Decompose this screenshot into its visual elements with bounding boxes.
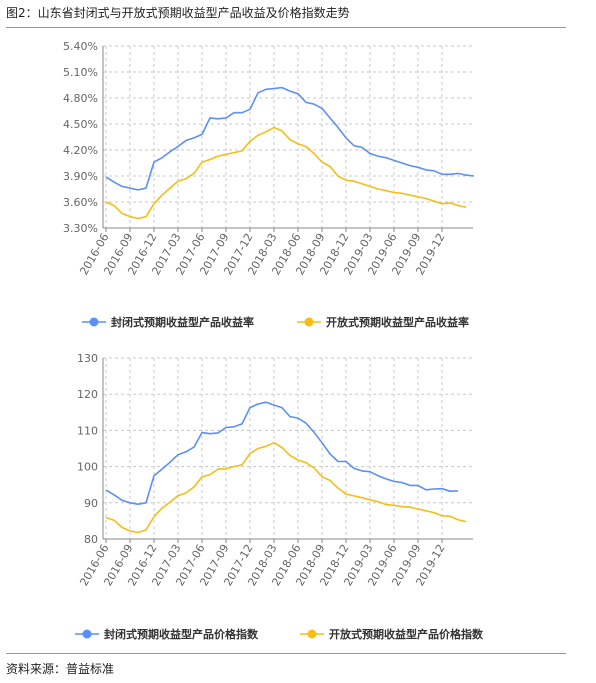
y-tick-label: 80: [84, 533, 98, 546]
yield-line-chart: 3.30% 3.60% 3.90% 4.20% 4.50% 4.80% 5.10% 5.40%…: [63, 40, 475, 329]
series-line-open: [105, 441, 467, 534]
y-tick-label: 4.80%: [63, 92, 98, 105]
y-tick-label: 5.40%: [63, 40, 98, 53]
y-tick-label: 120: [77, 388, 98, 401]
y-tick-label: 130: [77, 352, 98, 365]
legend-label: 开放式预期收益型产品收益率: [326, 315, 469, 329]
price-index-line-chart: 80901001101201302016-062016-092016-12201…: [75, 352, 484, 641]
source-note: 资料来源：普益标准: [6, 662, 115, 676]
y-tick-label: 4.50%: [63, 118, 98, 131]
legend-label: 开放式预期收益型产品价格指数: [329, 627, 484, 641]
y-tick-label: 3.90%: [63, 170, 98, 183]
y-tick-label: 4.20%: [63, 144, 98, 157]
legend-marker: [307, 629, 317, 639]
figure-title: 图2：山东省封闭式与开放式预期收益型产品收益及价格指数走势: [6, 6, 350, 20]
series-line-closed: [105, 401, 459, 505]
series-line-open: [105, 126, 467, 220]
y-tick-label: 3.30%: [63, 222, 98, 235]
legend-label: 封闭式预期收益型产品收益率: [111, 315, 254, 329]
legend-marker: [304, 317, 314, 327]
y-tick-label: 100: [77, 461, 98, 474]
legend-label: 封闭式预期收益型产品价格指数: [104, 627, 259, 641]
y-tick-label: 110: [77, 424, 98, 437]
legend-marker: [89, 317, 99, 327]
y-tick-label: 3.60%: [63, 196, 98, 209]
title-divider: [6, 27, 566, 28]
y-tick-label: 5.10%: [63, 66, 98, 79]
y-tick-label: 90: [84, 497, 98, 510]
source-divider: [6, 653, 566, 654]
series-line-closed: [105, 86, 475, 191]
legend-marker: [82, 629, 92, 639]
